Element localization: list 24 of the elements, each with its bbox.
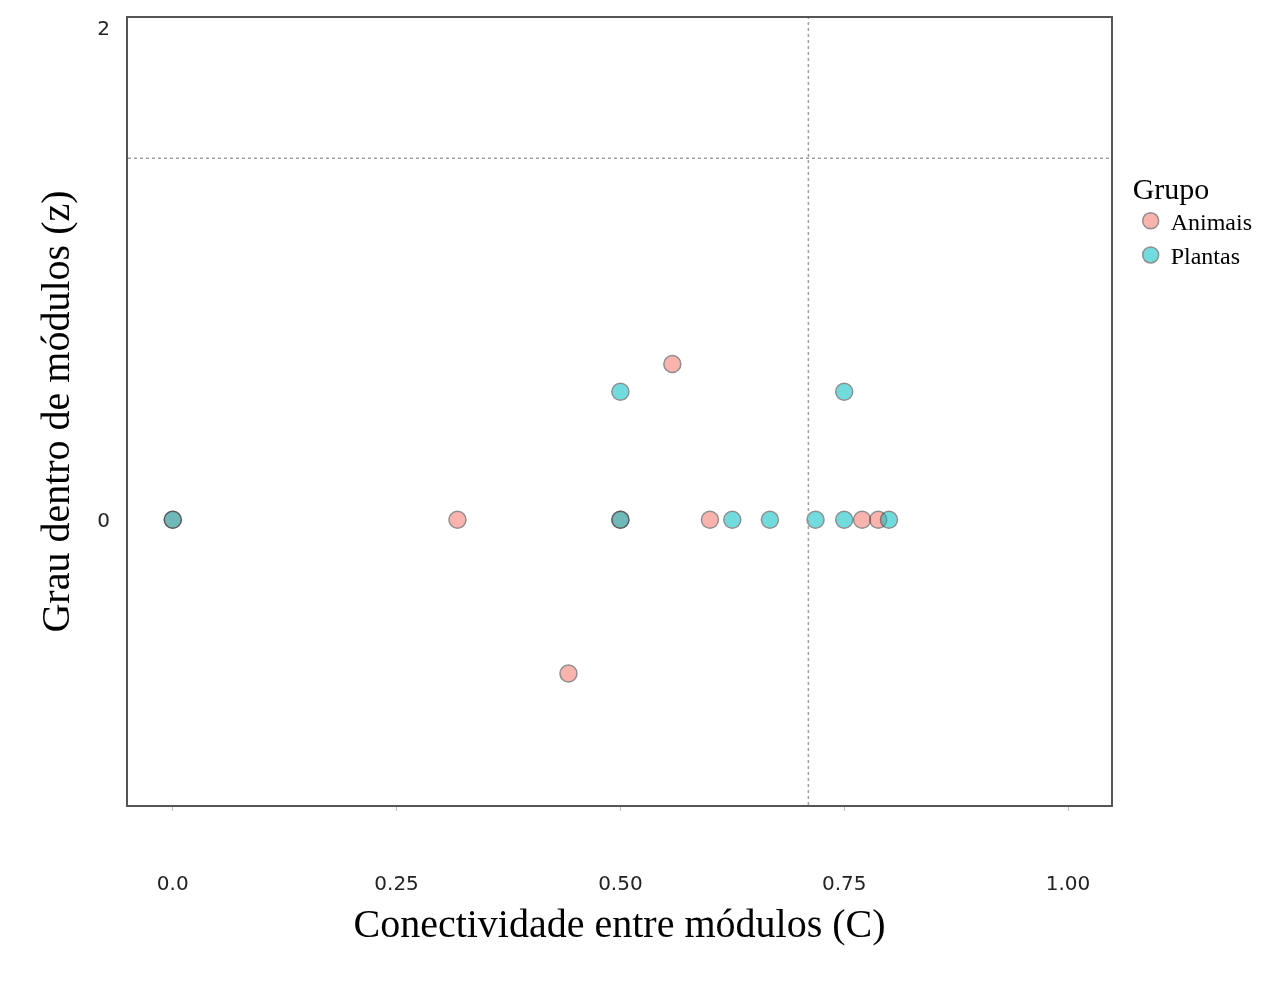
legend-label: Plantas [1170,243,1240,270]
x-tick-label: 1.00 [1045,871,1091,895]
point [723,510,742,529]
legend-label: Animais [1170,209,1252,236]
legend-title: Grupo [1132,171,1210,205]
point [448,510,467,529]
point [760,510,780,529]
point [611,382,630,402]
point [834,382,854,402]
x-tick-label: 0.25 [374,871,419,895]
point [834,510,854,529]
point [852,510,872,529]
x-axis-title: Conectividade entre módulos (C) [353,901,886,946]
x-tick-label: 0.75 [821,871,867,895]
y-tick-label: 0 [97,507,110,532]
point [559,664,578,683]
point [806,510,825,529]
point [879,510,899,529]
x-tick-label: 0.50 [598,871,643,895]
y-tick-label: 2 [97,15,110,40]
y-axis-title: Grau dentro de módulos (z) [33,190,79,633]
point [700,510,720,529]
point [663,354,682,374]
x-tick-label: 0.0 [156,871,189,895]
